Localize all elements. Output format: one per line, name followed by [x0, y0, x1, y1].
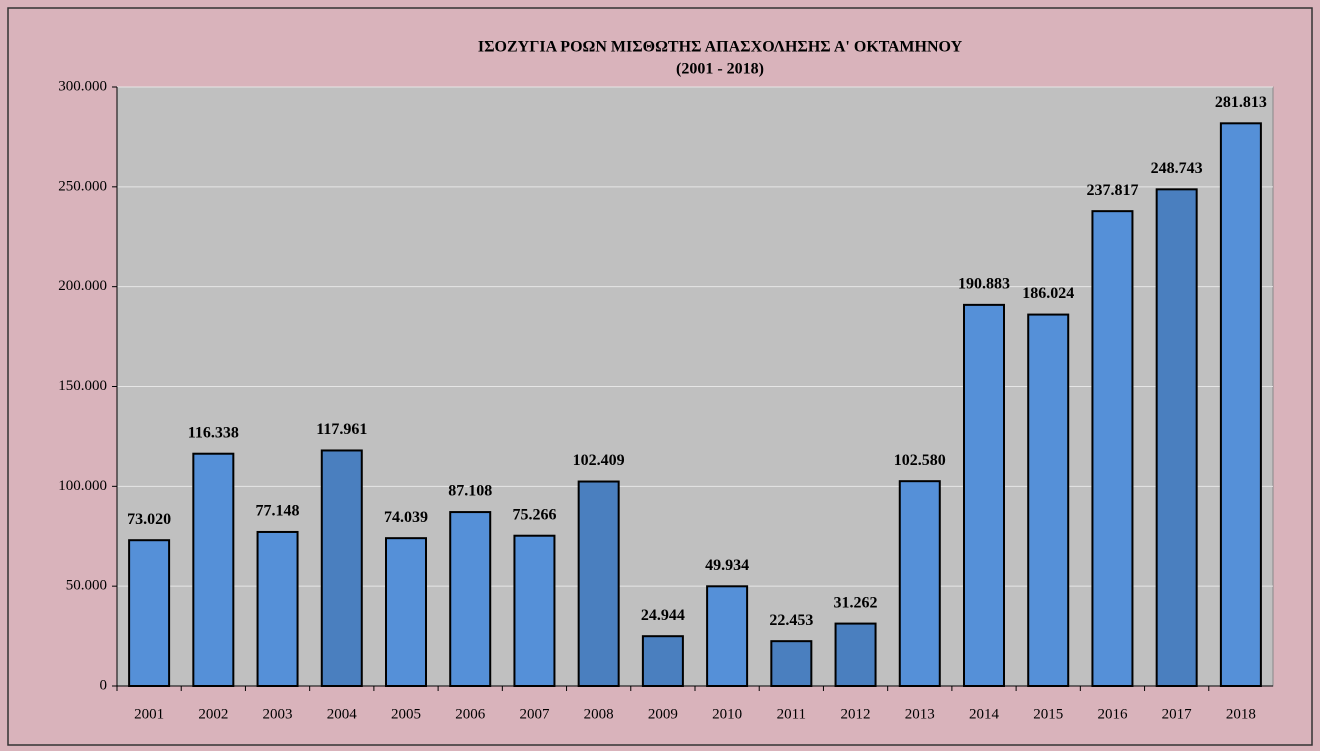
data-label: 190.883	[958, 276, 1010, 293]
x-tick-label: 2014	[969, 706, 1000, 722]
y-tick-label: 200.000	[58, 278, 107, 294]
x-tick-label: 2008	[584, 706, 614, 722]
data-label: 248.743	[1151, 160, 1203, 177]
bar	[1027, 313, 1070, 687]
data-label: 87.108	[448, 483, 492, 500]
bar	[1091, 210, 1134, 687]
x-tick-label: 2006	[455, 706, 486, 722]
data-label: 75.266	[512, 506, 556, 523]
x-tick-label: 2013	[905, 706, 935, 722]
data-label: 49.934	[705, 557, 749, 574]
bar	[128, 539, 171, 688]
y-tick-label: 50.000	[66, 578, 107, 594]
bar	[770, 640, 813, 687]
data-label: 237.817	[1086, 182, 1138, 199]
chart-title: ΙΣΟΖΥΓΙΑ ΡΟΩΝ ΜΙΣΘΩΤΗΣ ΑΠΑΣΧΟΛΗΣΗΣ Α' ΟΚ…	[478, 39, 963, 56]
bar	[385, 537, 427, 688]
x-tick-label: 2007	[519, 706, 550, 722]
bar	[513, 534, 556, 687]
data-label: 22.453	[769, 612, 813, 629]
x-tick-label: 2002	[198, 706, 228, 722]
bar	[192, 452, 235, 687]
data-label: 31.262	[834, 594, 878, 611]
x-tick-label: 2003	[263, 706, 293, 722]
bar	[706, 585, 749, 688]
bar	[1155, 188, 1198, 687]
x-tick-label: 2009	[648, 706, 678, 722]
bar	[256, 530, 299, 688]
bar	[963, 303, 1005, 687]
bar	[898, 480, 941, 688]
x-tick-label: 2012	[841, 706, 871, 722]
y-tick-label: 150.000	[58, 378, 107, 394]
bar	[641, 635, 684, 687]
x-tick-label: 2001	[134, 706, 164, 722]
bar	[449, 511, 492, 687]
y-tick-label: 0	[100, 677, 108, 693]
data-label: 74.039	[384, 509, 428, 526]
x-tick-label: 2005	[391, 706, 421, 722]
data-label: 102.580	[894, 452, 946, 469]
bar	[834, 622, 877, 687]
bar	[320, 449, 363, 687]
x-tick-label: 2015	[1033, 706, 1063, 722]
x-tick-label: 2016	[1097, 706, 1128, 722]
data-label: 116.338	[188, 424, 239, 441]
data-label: 117.961	[316, 421, 367, 438]
bar	[1219, 122, 1262, 688]
x-tick-label: 2010	[712, 706, 742, 722]
y-tick-label: 250.000	[58, 178, 107, 194]
y-tick-label: 300.000	[58, 78, 107, 94]
x-tick-label: 2004	[327, 706, 358, 722]
data-label: 24.944	[641, 607, 685, 624]
frame	[7, 7, 1313, 746]
x-tick-label: 2018	[1226, 706, 1256, 722]
data-label: 281.813	[1215, 94, 1267, 111]
data-label: 186.024	[1022, 285, 1074, 302]
x-tick-label: 2017	[1162, 706, 1193, 722]
x-tick-label: 2011	[777, 706, 806, 722]
chart-subtitle: (2001 - 2018)	[676, 61, 764, 78]
data-label: 77.148	[256, 503, 300, 520]
data-label: 102.409	[573, 452, 625, 469]
y-tick-label: 100.000	[58, 478, 107, 494]
bar	[577, 480, 620, 688]
data-label: 73.020	[127, 511, 171, 528]
